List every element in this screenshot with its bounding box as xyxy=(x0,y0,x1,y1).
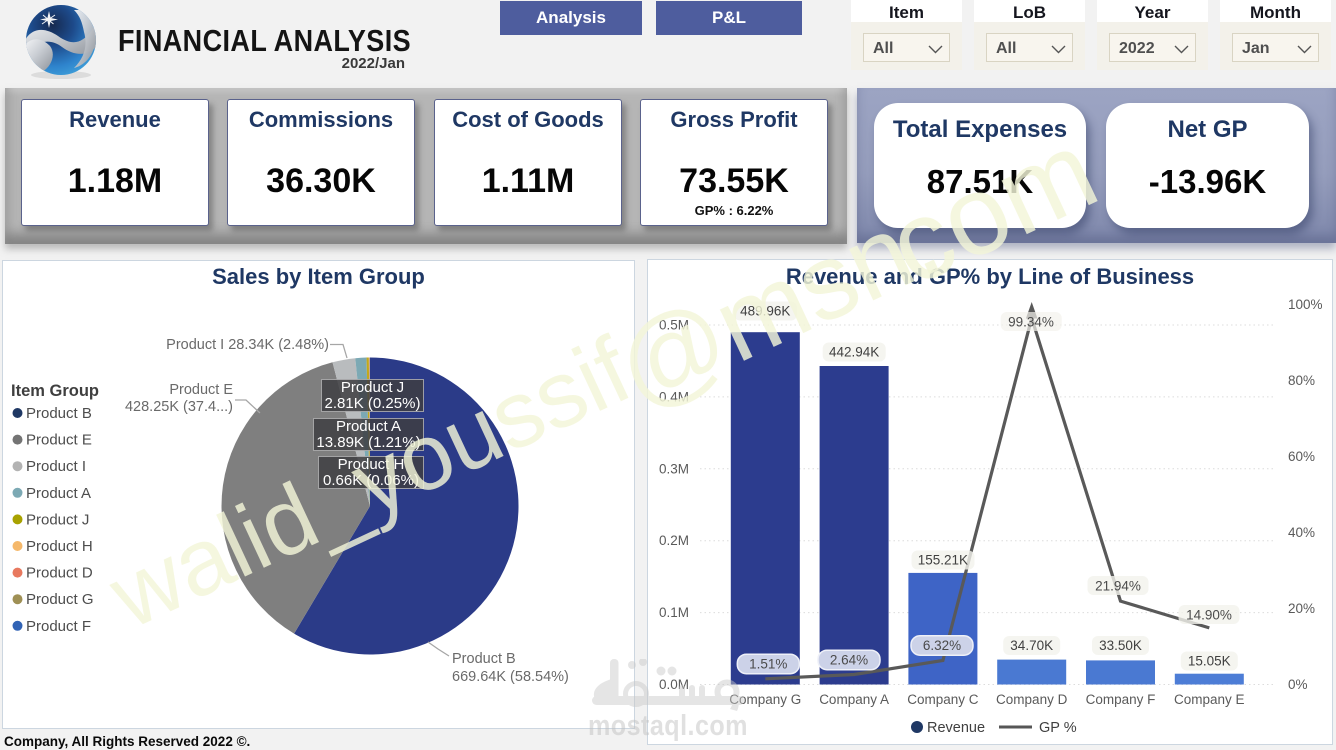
svg-text:Product B: Product B xyxy=(452,651,516,667)
svg-text:Product J: Product J xyxy=(26,511,89,528)
svg-text:14.90%: 14.90% xyxy=(1186,608,1232,623)
svg-text:Company F: Company F xyxy=(1086,692,1156,707)
svg-text:Product F: Product F xyxy=(26,618,91,635)
svg-text:155.21K: 155.21K xyxy=(918,553,968,568)
svg-text:0.3M: 0.3M xyxy=(659,461,689,476)
svg-text:60%: 60% xyxy=(1288,449,1315,464)
svg-text:2.64%: 2.64% xyxy=(830,653,868,668)
svg-text:34.70K: 34.70K xyxy=(1010,638,1053,653)
svg-text:Product I: Product I xyxy=(26,458,86,475)
svg-text:428.25K (37.4...): 428.25K (37.4...) xyxy=(125,399,233,415)
svg-text:6.32%: 6.32% xyxy=(923,638,961,653)
svg-text:0.1M: 0.1M xyxy=(659,605,689,620)
svg-text:80%: 80% xyxy=(1288,373,1315,388)
svg-text:Company E: Company E xyxy=(1174,692,1245,707)
svg-text:20%: 20% xyxy=(1288,601,1315,616)
svg-text:Product B: Product B xyxy=(26,405,92,422)
svg-text:40%: 40% xyxy=(1288,525,1315,540)
svg-text:Product G: Product G xyxy=(26,591,94,608)
svg-text:Company D: Company D xyxy=(996,692,1068,707)
svg-text:0.2M: 0.2M xyxy=(659,533,689,548)
svg-text:Revenue: Revenue xyxy=(927,720,985,736)
svg-text:0.5M: 0.5M xyxy=(659,318,689,333)
svg-text:15.05K: 15.05K xyxy=(1188,654,1231,669)
svg-text:1.51%: 1.51% xyxy=(749,657,787,672)
svg-text:Company C: Company C xyxy=(907,692,979,707)
svg-text:Product I 28.34K (2.48%): Product I 28.34K (2.48%) xyxy=(166,337,329,353)
svg-text:669.64K (58.54%): 669.64K (58.54%) xyxy=(452,669,569,685)
svg-text:Product E: Product E xyxy=(169,382,233,398)
svg-text:Product D: Product D xyxy=(26,565,93,582)
svg-text:Product A: Product A xyxy=(26,485,91,502)
svg-text:489.96K: 489.96K xyxy=(740,304,790,319)
svg-text:0%: 0% xyxy=(1288,677,1308,692)
svg-text:mostaql.com: mostaql.com xyxy=(588,710,748,742)
svg-text:33.50K: 33.50K xyxy=(1099,638,1142,653)
svg-text:21.94%: 21.94% xyxy=(1095,579,1141,594)
svg-text:Company A: Company A xyxy=(819,692,889,707)
svg-text:0.4M: 0.4M xyxy=(659,389,689,404)
svg-text:GP %: GP % xyxy=(1039,720,1077,736)
svg-text:100%: 100% xyxy=(1288,297,1323,312)
svg-text:0.0M: 0.0M xyxy=(659,677,689,692)
svg-text:Product E: Product E xyxy=(26,432,92,449)
svg-text:442.94K: 442.94K xyxy=(829,345,879,360)
svg-text:Product H: Product H xyxy=(26,538,93,555)
svg-text:Company G: Company G xyxy=(729,692,801,707)
svg-text:99.34%: 99.34% xyxy=(1008,315,1054,330)
svg-text:Item Group: Item Group xyxy=(11,382,99,400)
